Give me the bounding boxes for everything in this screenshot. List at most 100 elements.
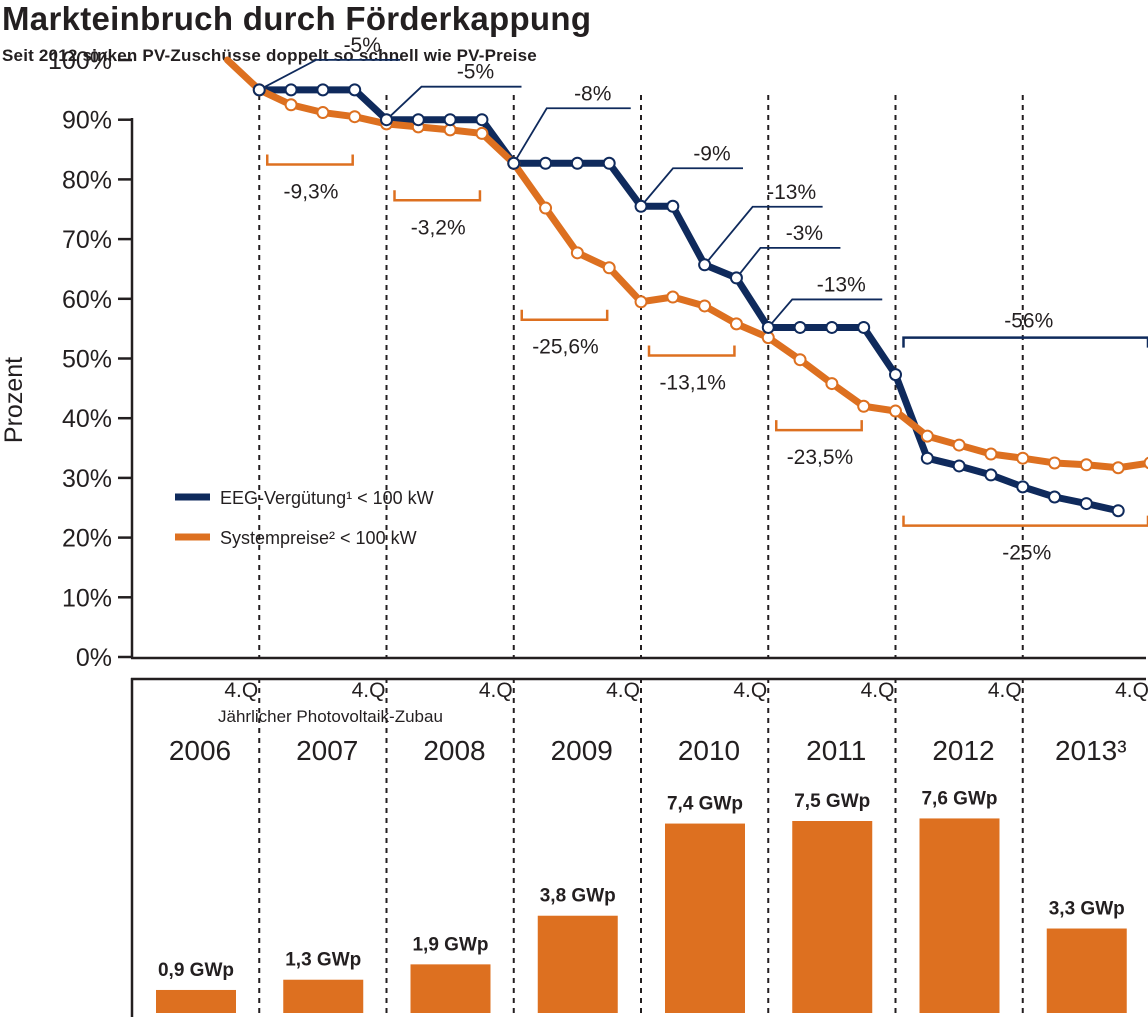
bar — [537, 915, 618, 1013]
y-tick-label: 10% — [62, 584, 112, 612]
system-price-point — [825, 377, 839, 391]
y-tick-label: 70% — [62, 226, 112, 254]
line-chart-axes — [130, 118, 1146, 1017]
system-change-bracket — [902, 515, 1148, 527]
eeg-point — [570, 156, 584, 170]
quarter-label: 4.Q — [224, 679, 258, 702]
system-change-label: -13,1% — [659, 372, 726, 395]
eeg-callout-leader — [767, 298, 883, 329]
line-points — [252, 83, 1148, 518]
eeg-callout-leader — [258, 58, 401, 91]
line-series — [223, 56, 1148, 515]
eeg-callout-label: -5% — [457, 61, 494, 84]
quarter-label: 4.Q — [733, 679, 767, 702]
year-label: 2009 — [551, 735, 613, 766]
bar-value-label: 7,4 GWp — [667, 794, 743, 815]
bar-value-label: 0,9 GWp — [158, 960, 234, 981]
eeg-callout-label: -13% — [767, 181, 816, 204]
system-change-bracket — [393, 190, 482, 202]
eeg-point — [984, 468, 998, 482]
system-price-point — [889, 404, 902, 418]
bar-value-label: 3,8 GWp — [540, 886, 616, 907]
bar-chart: 0,9 GWp 1,3 GWp 1,9 GWp 3,8 GWp 7,4 GWp 7,5 G… — [156, 788, 1127, 1013]
chart-subtitle: Seit 2012 sinken PV-Zuschüsse doppelt so… — [2, 46, 537, 65]
eeg-line — [255, 86, 1122, 515]
system-change-bracket — [775, 420, 863, 432]
bar-chart-title: Jährlicher Photovoltaik-Zubau — [218, 707, 443, 726]
eeg-point — [539, 156, 553, 170]
eeg-change-label: -56% — [1004, 310, 1053, 333]
eeg-point — [666, 199, 680, 213]
system-price-point — [634, 295, 648, 309]
year-label: 2013³ — [1055, 735, 1127, 766]
eeg-point — [507, 156, 521, 170]
quarter-label: 4.Q — [479, 679, 513, 702]
eeg-point — [411, 113, 425, 127]
system-change-label: -3,2% — [411, 216, 466, 239]
year-label: 2008 — [423, 735, 485, 766]
bar-value-label: 1,3 GWp — [285, 950, 361, 971]
eeg-point — [1111, 504, 1125, 518]
eeg-point — [889, 368, 902, 382]
eeg-change-callouts: -5% -5% -8% -9% -13% -3% -13% — [258, 34, 883, 329]
system-price-point — [1048, 456, 1062, 470]
system-price-point — [284, 98, 298, 112]
year-label: 2011 — [806, 735, 866, 766]
eeg-point — [634, 199, 648, 213]
system-price-point — [570, 246, 584, 260]
eeg-point — [1079, 497, 1093, 511]
eeg-callout-leader — [640, 167, 743, 207]
x-axis-labels: 4.Q 4.Q 4.Q 4.Q 4.Q 4.Q 4.Q 4.Q 2006 2007 2008 2009… — [169, 679, 1148, 766]
eeg-point — [475, 113, 489, 127]
eeg-callout-leader — [512, 107, 631, 164]
system-change-label: -9,3% — [284, 180, 339, 203]
year-label: 2010 — [678, 735, 740, 766]
eeg-callout-leader — [703, 205, 823, 266]
eeg-point — [920, 451, 934, 465]
y-tick-label: 100% — [48, 47, 112, 75]
system-price-point — [475, 126, 489, 140]
quarter-label: 4.Q — [861, 679, 895, 702]
y-axis-label: Prozent — [0, 357, 28, 443]
system-change-label: -23,5% — [787, 446, 854, 469]
system-price-point — [793, 353, 807, 367]
legend-label: EEG-Vergütung¹ < 100 kW — [220, 488, 434, 508]
quarter-label: 4.Q — [606, 679, 640, 702]
chart-title: Markteinbruch durch Förderkappung — [2, 0, 592, 37]
eeg-point — [284, 83, 298, 97]
eeg-point — [252, 83, 266, 97]
eeg-callout-leader — [385, 85, 522, 121]
system-price-point — [729, 317, 743, 331]
system-price-point — [1016, 451, 1030, 465]
bar — [792, 821, 873, 1013]
system-price-point — [539, 201, 553, 215]
eeg-point — [793, 320, 807, 334]
eeg-point — [698, 258, 712, 272]
quarter-label: 4.Q — [352, 679, 386, 702]
y-tick-label: 80% — [62, 166, 112, 194]
system-price-point — [857, 399, 871, 413]
y-tick-label: 50% — [62, 346, 112, 374]
system-price-point — [602, 261, 616, 275]
bar — [1046, 928, 1127, 1013]
eeg-callout-leader — [735, 247, 841, 279]
system-change-bracket — [647, 345, 736, 357]
legend-label: Systempreise² < 100 kW — [220, 528, 417, 548]
eeg-point — [952, 459, 966, 473]
quarter-label: 4.Q — [1115, 679, 1148, 702]
eeg-point — [1048, 490, 1062, 504]
year-label: 2012 — [932, 735, 994, 766]
system-price-point — [952, 438, 966, 452]
y-tick-label: 40% — [62, 405, 112, 433]
eeg-callout-label: -13% — [817, 273, 866, 296]
year-label: 2007 — [296, 735, 358, 766]
system-price-point — [984, 447, 998, 461]
system-price-line — [223, 56, 1148, 472]
bar — [283, 979, 364, 1013]
quarter-label: 4.Q — [988, 679, 1022, 702]
eeg-point — [1016, 480, 1030, 494]
bar-value-label: 1,9 GWp — [412, 934, 488, 955]
system-price-point — [1111, 461, 1125, 475]
y-tick-label: 60% — [62, 286, 112, 314]
